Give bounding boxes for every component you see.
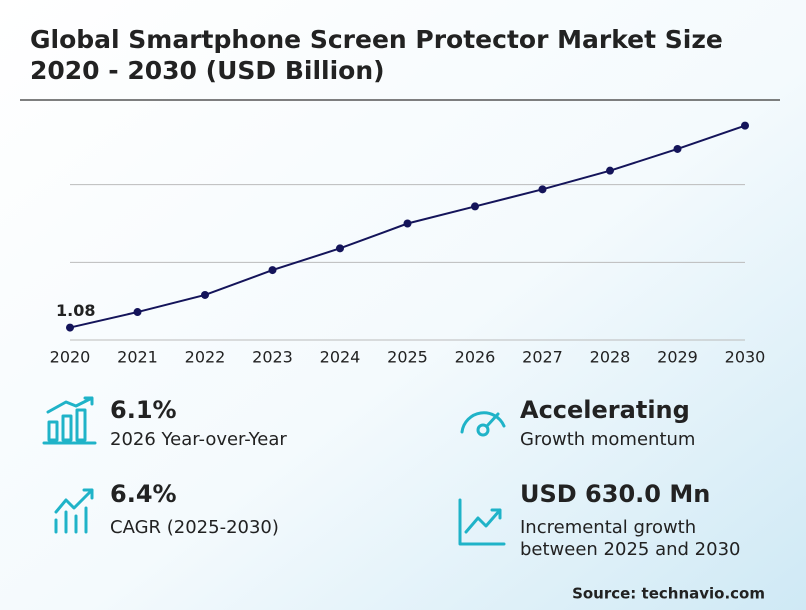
point [471,202,479,211]
point [673,144,682,153]
x-tick-label: 2022 [185,348,226,367]
point [606,166,614,175]
chart-title: Global Smartphone Screen Protector Marke… [30,25,723,54]
stat-value: 6.1% [110,396,177,424]
icon-bars [42,396,97,445]
x-tick-label: 2024 [320,348,361,367]
stat-value: Accelerating [520,396,690,424]
stat-label: CAGR (2025-2030) [110,517,279,538]
stat-label: 2026 Year-over-Year [110,429,287,450]
x-tick-label: 2020 [50,348,91,367]
icon-gauge [460,411,506,437]
point [268,266,277,275]
x-tick-label: 2030 [725,348,766,367]
point [403,219,412,228]
point [741,121,749,130]
stat-value: USD 630.0 Mn [520,480,710,508]
icon-trend [54,488,94,534]
source: Source: technavio.com [572,585,765,603]
stat-label: between 2025 and 2030 [520,539,740,560]
stat-label: Incremental growth [520,517,696,538]
x-tick-label: 2028 [590,348,631,367]
point [66,323,74,332]
point [538,185,547,194]
stat-label: Growth momentum [520,429,695,450]
data-label: 1.08 [56,301,95,320]
x-tick-label: 2021 [117,348,158,367]
x-tick-label: 2027 [522,348,563,367]
x-tick-label: 2023 [252,348,293,367]
point [133,308,142,317]
stat-value: 6.4% [110,480,177,508]
icon-chart [458,498,506,546]
point [336,244,344,253]
point [201,290,209,299]
x-tick-label: 2026 [455,348,496,367]
chart-title: 2020 - 2030 (USD Billion) [30,56,385,85]
x-tick-label: 2029 [657,348,698,367]
x-tick-label: 2025 [387,348,428,367]
